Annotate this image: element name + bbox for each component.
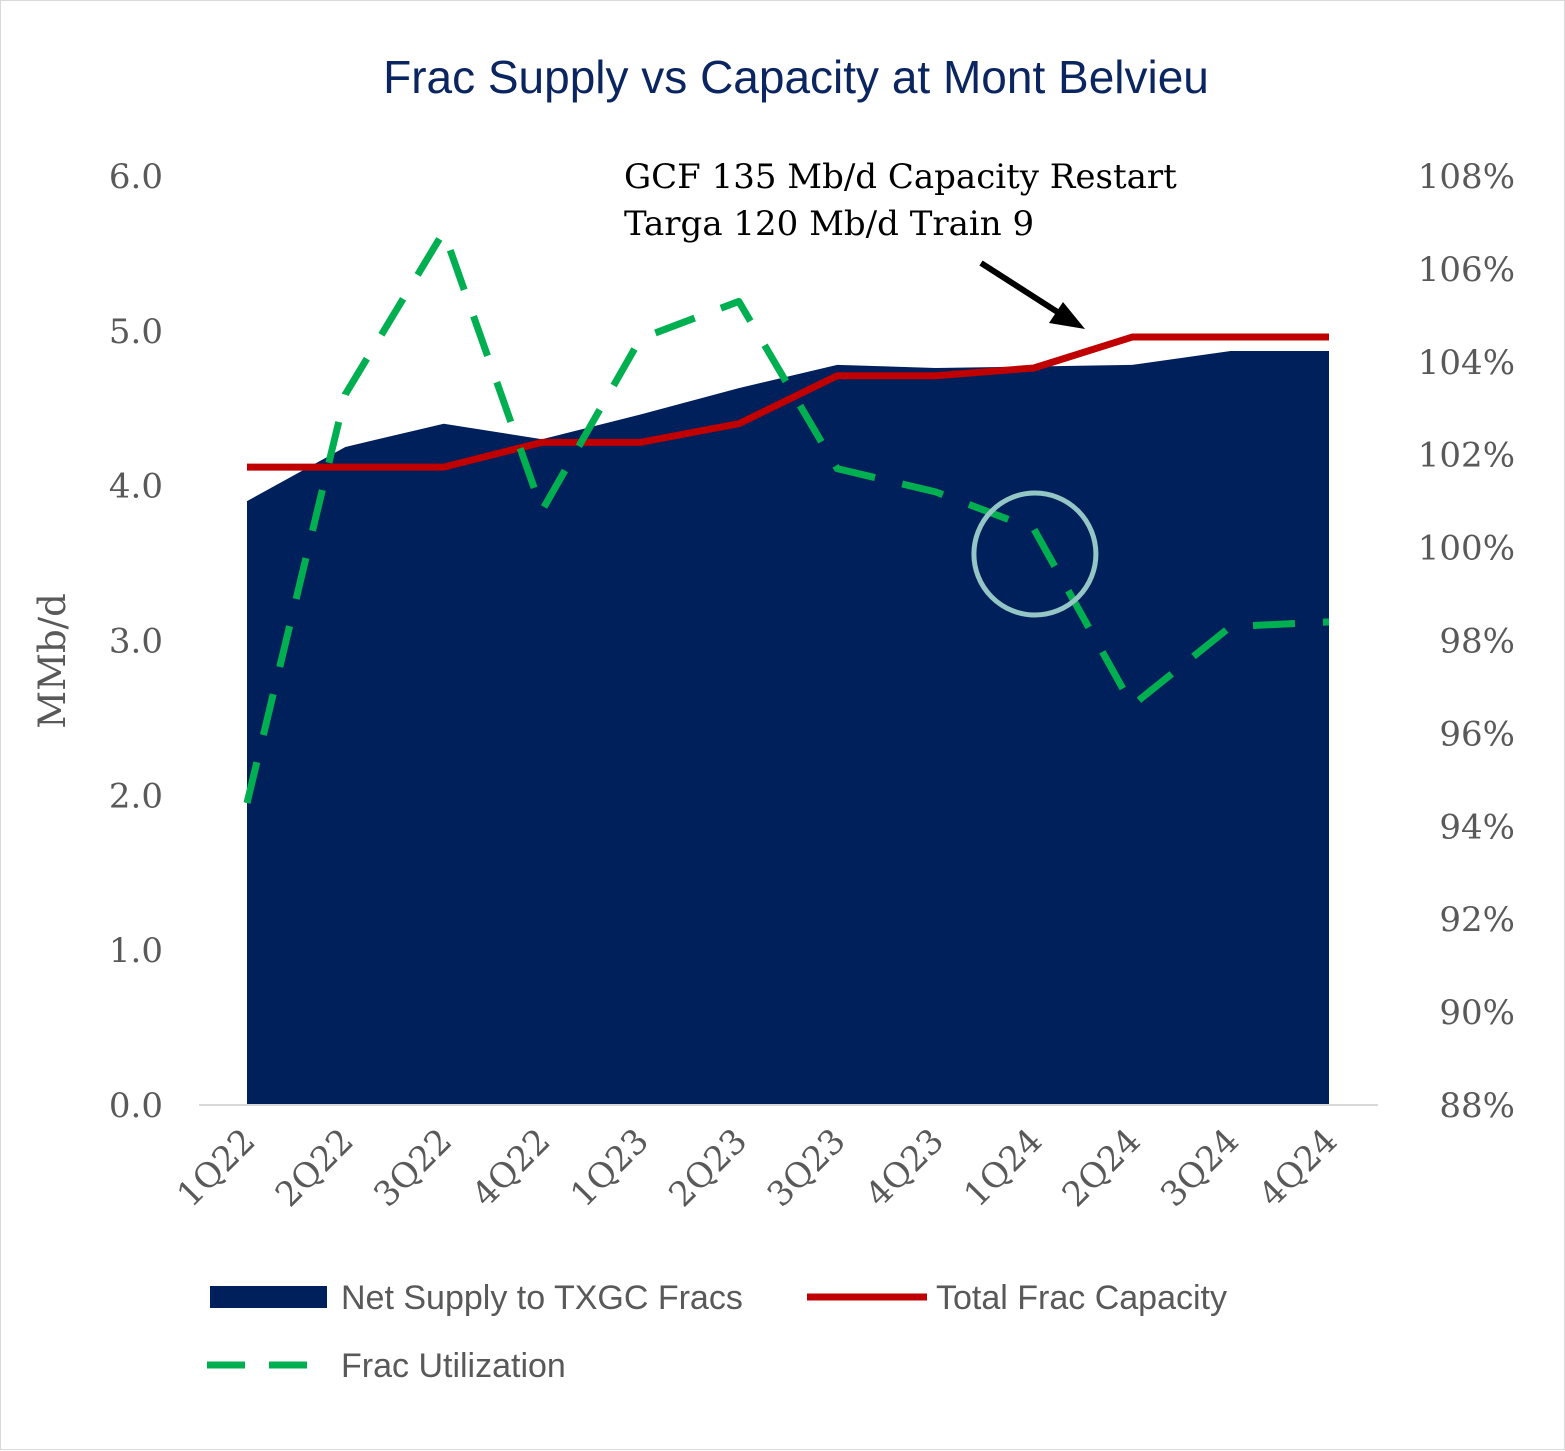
y-right-tick-label: 90%: [1439, 993, 1515, 1033]
y-left-tick-label: 4.0: [109, 467, 163, 507]
chart-title: Frac Supply vs Capacity at Mont Belvieu: [383, 51, 1209, 103]
utilization-line-layer: [243, 228, 1330, 804]
legend-swatch-net-supply: [210, 1286, 327, 1308]
x-tick-label: 3Q24: [1153, 1121, 1247, 1215]
y-left-tick-label: 1.0: [109, 931, 163, 971]
y-axis-label: MMb/d: [31, 593, 74, 729]
y-left-tick-label: 0.0: [109, 1086, 163, 1126]
y-left-tick-label: 3.0: [109, 622, 163, 662]
legend: Net Supply to TXGC Fracs Total Frac Capa…: [207, 1279, 1227, 1385]
y-right-tick-label: 94%: [1439, 807, 1515, 847]
x-tick-label: 2Q24: [1055, 1121, 1149, 1215]
legend-item-total-capacity: Total Frac Capacity: [807, 1279, 1227, 1317]
y-axis-left-ticks: 0.0 1.0 2.0 3.0 4.0 5.0 6.0: [109, 157, 163, 1126]
capacity-line-layer: [247, 333, 1329, 471]
y-right-tick-label: 104%: [1418, 343, 1515, 383]
x-tick-label: 4Q23: [858, 1121, 952, 1215]
total-capacity-line: [247, 333, 1329, 471]
annotation-arrow: [979, 260, 1085, 329]
legend-label-net-supply: Net Supply to TXGC Fracs: [341, 1279, 743, 1317]
y-left-tick-label: 5.0: [109, 312, 163, 352]
y-left-tick-label: 2.0: [109, 776, 163, 816]
x-tick-label: 1Q24: [956, 1121, 1050, 1215]
x-tick-label: 4Q22: [465, 1121, 559, 1215]
y-right-tick-label: 88%: [1439, 1086, 1515, 1126]
x-tick-label: 3Q23: [760, 1121, 854, 1215]
annotation-line-2: Targa 120 Mb/d Train 9: [624, 204, 1034, 244]
annotation-line-1: GCF 135 Mb/d Capacity Restart: [624, 157, 1177, 197]
net-supply-area-layer: [247, 350, 1329, 1105]
x-tick-label: 2Q23: [661, 1121, 755, 1215]
y-right-tick-label: 98%: [1439, 622, 1515, 662]
y-axis-right-ticks: 88% 90% 92% 94% 96% 98% 100% 102% 104% 106% 108%: [1418, 157, 1515, 1126]
y-right-tick-label: 100%: [1418, 529, 1515, 569]
x-axis-ticks: 1Q22 2Q22 3Q22 4Q22 1Q23 2Q23 3Q23 4Q23 1Q24 2Q24…: [169, 1121, 1345, 1215]
legend-label-utilization: Frac Utilization: [341, 1347, 566, 1385]
x-tick-label: 4Q24: [1251, 1121, 1345, 1215]
y-right-tick-label: 102%: [1418, 436, 1515, 476]
x-tick-label: 1Q22: [169, 1121, 263, 1215]
legend-item-net-supply: Net Supply to TXGC Fracs: [210, 1279, 743, 1317]
x-tick-label: 1Q23: [563, 1121, 657, 1215]
net-supply-area: [247, 350, 1329, 1105]
y-right-tick-label: 108%: [1418, 157, 1515, 197]
y-left-tick-label: 6.0: [109, 157, 163, 197]
y-right-tick-label: 96%: [1439, 714, 1515, 754]
legend-label-total-capacity: Total Frac Capacity: [936, 1279, 1227, 1317]
x-tick-label: 2Q22: [268, 1121, 362, 1215]
legend-item-utilization: Frac Utilization: [207, 1347, 566, 1385]
y-right-tick-label: 92%: [1439, 900, 1515, 940]
y-right-tick-label: 106%: [1418, 250, 1515, 290]
utilization-line: [243, 228, 1330, 804]
x-tick-label: 3Q22: [366, 1121, 460, 1215]
highlight-circle: [971, 490, 1099, 618]
